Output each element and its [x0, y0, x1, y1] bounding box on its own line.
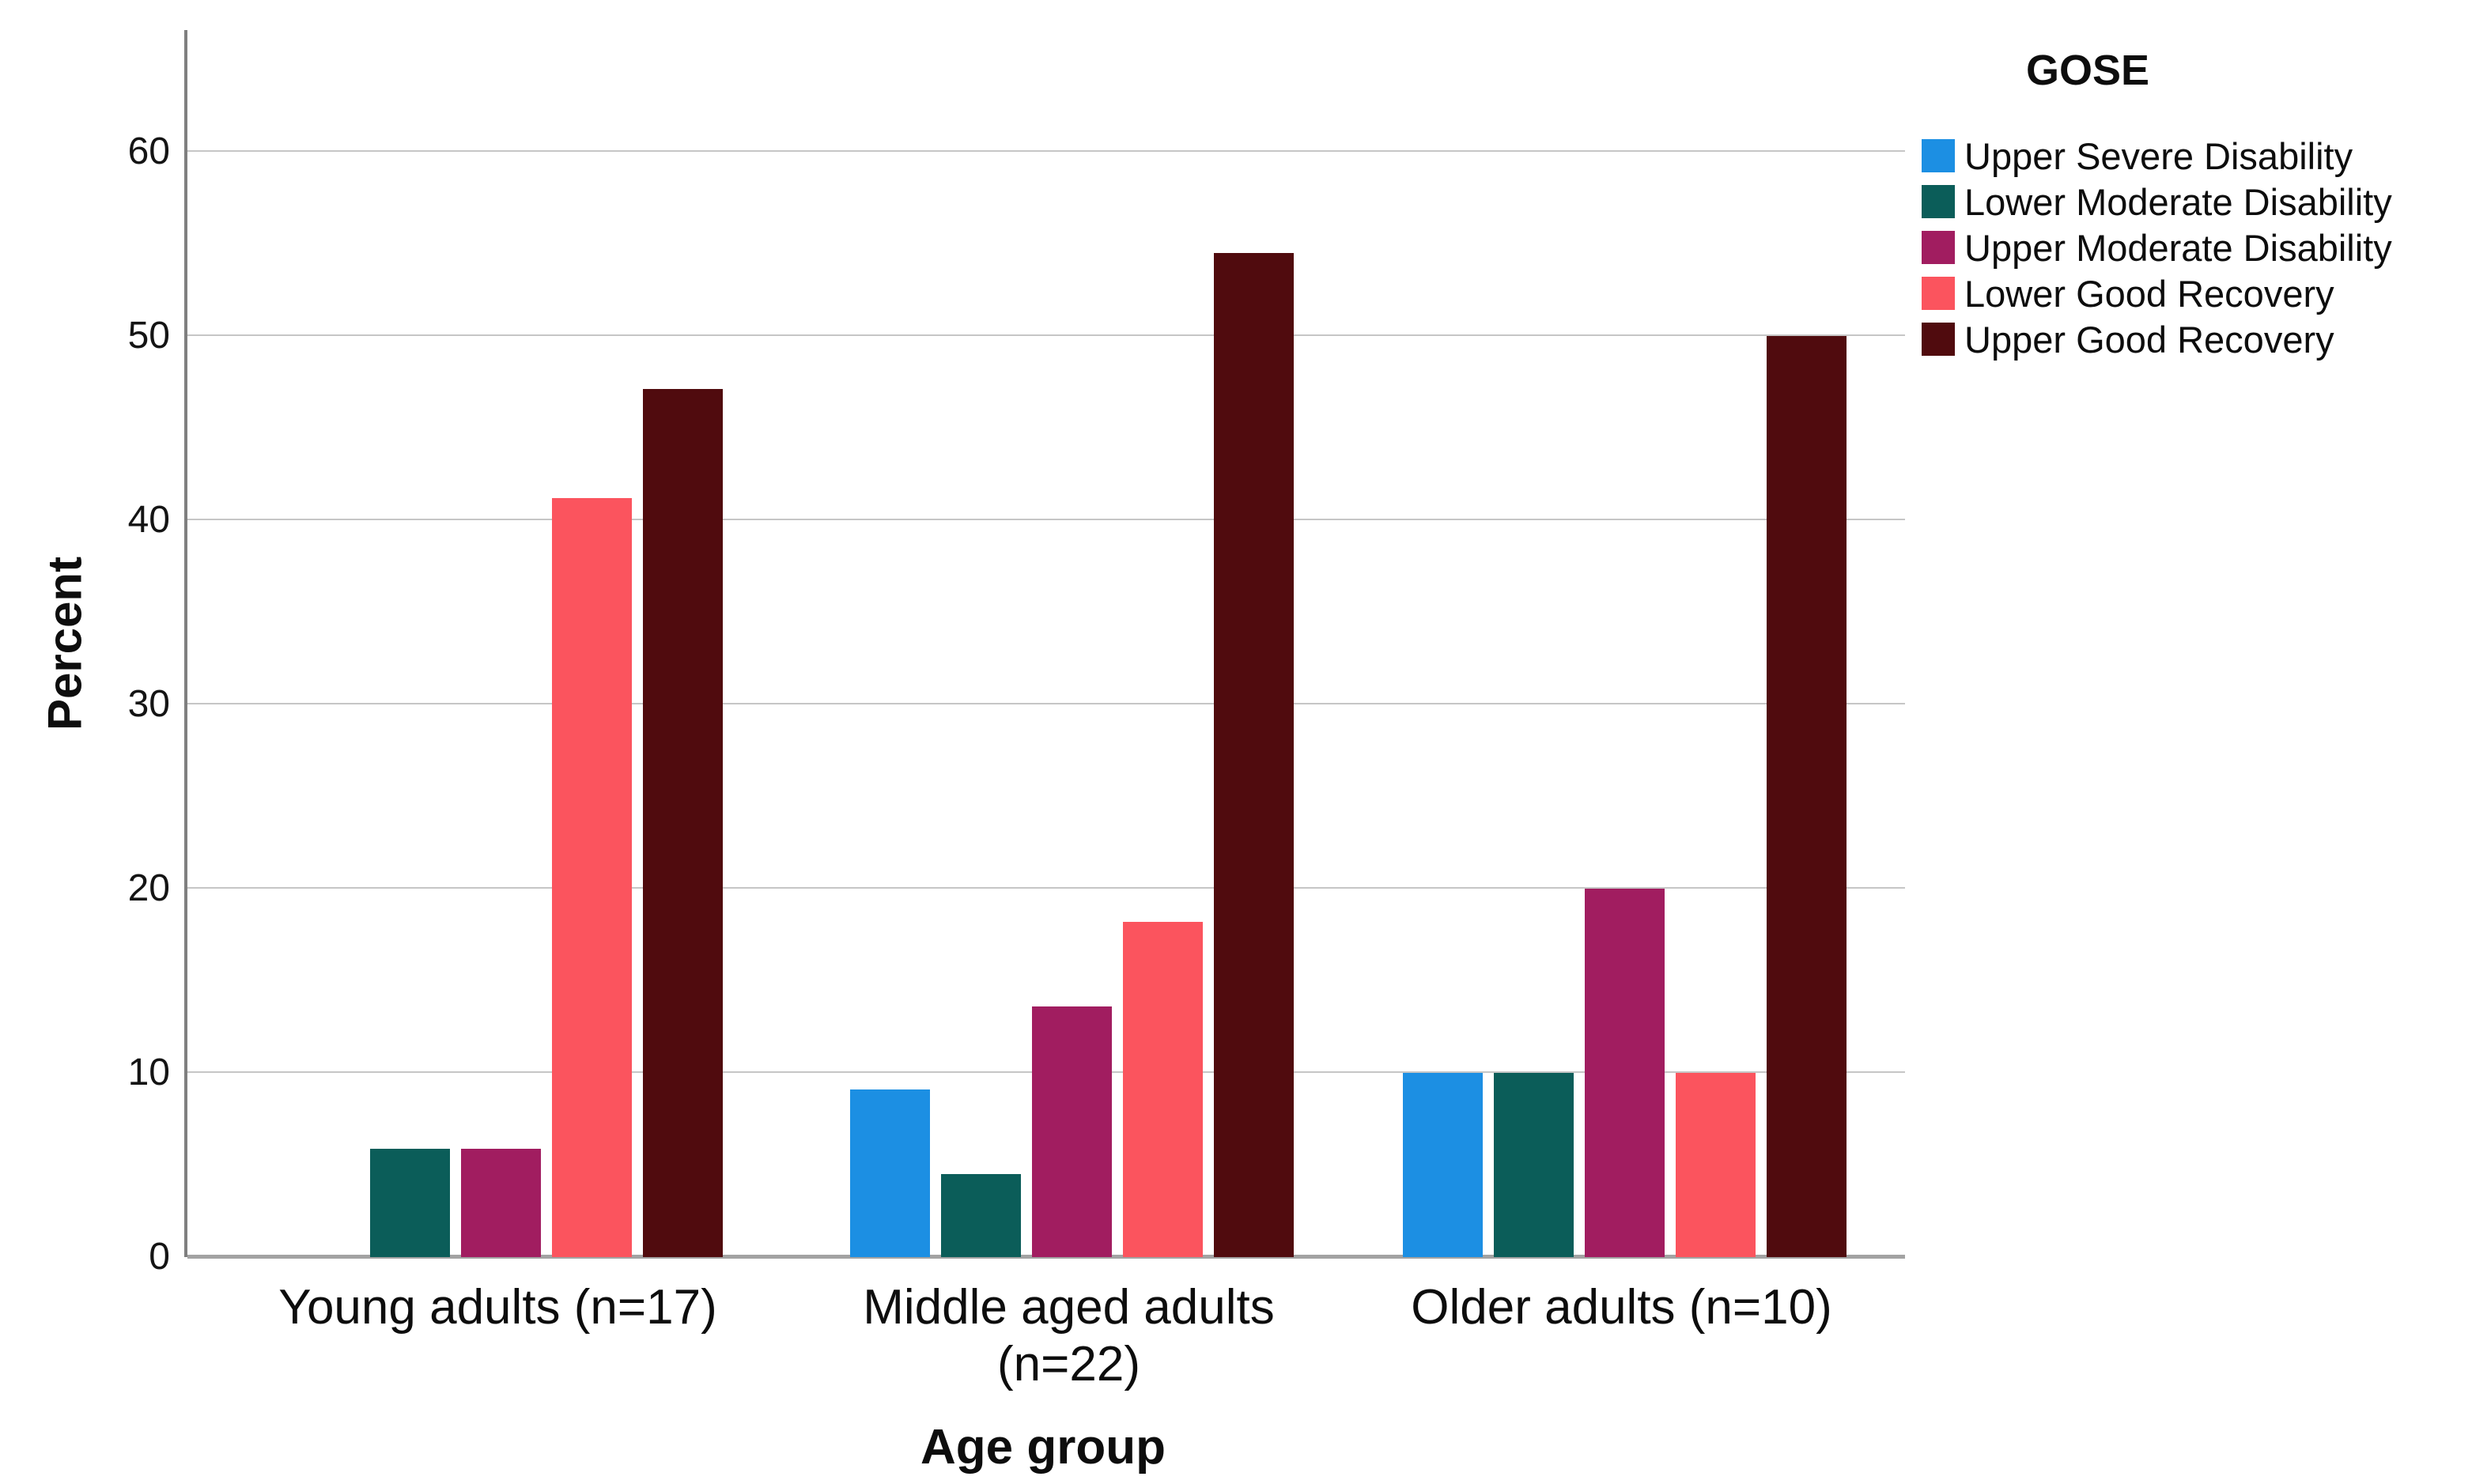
legend-swatch — [1922, 277, 1955, 310]
bar-group — [279, 30, 723, 1257]
gridline — [187, 702, 1905, 704]
bar — [370, 1148, 450, 1257]
y-axis-ticks: 0 10 20 30 40 50 60 — [0, 30, 170, 1275]
legend-swatch — [1922, 323, 1955, 356]
bar — [1032, 1006, 1112, 1257]
legend-item: Upper Severe Disability — [1922, 133, 2392, 179]
y-tick-label: 60 — [127, 130, 170, 172]
legend-title: GOSE — [2025, 47, 2150, 94]
bar — [1767, 335, 1847, 1257]
legend-label: Upper Severe Disability — [1964, 134, 2353, 177]
legend-swatch — [1922, 139, 1955, 172]
category-label: Middle aged adults (n=22) — [863, 1280, 1275, 1391]
category-label: Older adults (n=10) — [1411, 1280, 1832, 1335]
bar — [850, 1089, 930, 1257]
bar — [1494, 1072, 1574, 1257]
bar — [1123, 921, 1203, 1257]
legend-item: Lower Good Recovery — [1922, 270, 2392, 316]
legend-swatch — [1922, 185, 1955, 218]
bar-group — [850, 30, 1294, 1257]
bar — [1585, 888, 1665, 1257]
bar — [552, 497, 632, 1257]
bar-group — [1403, 30, 1847, 1257]
legend-item: Upper Good Recovery — [1922, 316, 2392, 362]
gridline — [187, 334, 1905, 336]
legend-label: Lower Good Recovery — [1964, 272, 2334, 315]
gridline — [187, 886, 1905, 889]
x-axis-label: Age group — [920, 1420, 1166, 1475]
legend-items: Upper Severe Disability Lower Moderate Di… — [1922, 133, 2392, 362]
legend: GOSE Upper Severe Disability Lower Modera… — [1922, 46, 2392, 362]
y-tick-label: 10 — [127, 1051, 170, 1093]
bar — [941, 1174, 1021, 1257]
y-tick-label: 30 — [127, 682, 170, 725]
plot-area — [184, 30, 1905, 1259]
y-tick-label: 20 — [127, 867, 170, 909]
y-tick-label: 0 — [149, 1236, 170, 1278]
bar — [643, 389, 723, 1257]
legend-swatch — [1922, 231, 1955, 264]
y-tick-label: 50 — [127, 314, 170, 357]
legend-item: Upper Moderate Disability — [1922, 225, 2392, 270]
y-tick-label: 40 — [127, 498, 170, 541]
legend-item: Lower Moderate Disability — [1922, 179, 2392, 225]
bar — [1214, 252, 1294, 1257]
gridline — [187, 518, 1905, 520]
y-axis-label: Percent — [38, 556, 92, 731]
legend-label: Upper Good Recovery — [1964, 318, 2334, 361]
legend-label: Lower Moderate Disability — [1964, 180, 2392, 223]
bar — [461, 1148, 541, 1257]
bar — [1676, 1072, 1756, 1257]
gridline — [187, 149, 1905, 152]
legend-label: Upper Moderate Disability — [1964, 226, 2392, 269]
bar — [1403, 1072, 1483, 1257]
category-label: Young adults (n=17) — [278, 1280, 717, 1335]
